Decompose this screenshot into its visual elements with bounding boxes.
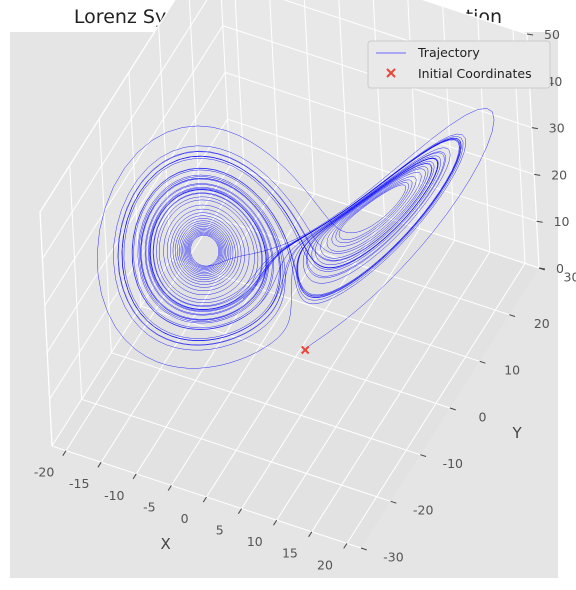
x-tick-mark bbox=[132, 473, 137, 480]
legend: Trajectory Initial Coordinates bbox=[367, 40, 551, 89]
y-tick-mark bbox=[449, 407, 456, 411]
grid-z-back bbox=[227, 118, 537, 222]
grid-y-floor bbox=[200, 212, 510, 316]
grid-y-floor bbox=[81, 398, 391, 502]
z-tick-mark bbox=[538, 267, 546, 270]
y-tick-label: -20 bbox=[413, 503, 433, 518]
x-tick-label: -15 bbox=[69, 476, 89, 491]
trajectory-series bbox=[97, 108, 495, 369]
trajectory-line bbox=[97, 108, 495, 369]
z-tick-label: 30 bbox=[549, 121, 565, 136]
z-tick-label: 20 bbox=[551, 167, 567, 182]
z-tick-label: 50 bbox=[544, 27, 560, 42]
x-tick-label: -5 bbox=[143, 499, 155, 514]
pane-edge bbox=[39, 211, 53, 447]
x-tick-mark bbox=[62, 450, 67, 456]
x-tick-mark bbox=[273, 519, 278, 526]
left-pane bbox=[40, 0, 230, 446]
axis-ticks: -20-15-10-505101520-30-20-10010203001020… bbox=[34, 27, 576, 572]
grid-x-back bbox=[338, 0, 350, 206]
x-tick-mark bbox=[343, 543, 348, 549]
z-tick-mark bbox=[526, 33, 534, 36]
z-tick-mark bbox=[536, 220, 543, 223]
grid-x-back bbox=[372, 0, 385, 218]
x-tick-mark bbox=[167, 485, 172, 491]
x-tick-mark bbox=[308, 531, 313, 538]
grid-y-left bbox=[98, 118, 112, 353]
x-tick-label: 20 bbox=[317, 557, 333, 572]
y-tick-label: 30 bbox=[564, 269, 576, 284]
grid-z-left bbox=[44, 25, 224, 306]
grid-z-left bbox=[46, 72, 226, 353]
grid-y-left bbox=[69, 165, 83, 400]
grid-y-floor bbox=[111, 352, 421, 456]
y-tick-label: 20 bbox=[534, 316, 550, 331]
initial-coordinates-series bbox=[300, 345, 310, 355]
x-tick-label: 15 bbox=[282, 546, 298, 561]
y-tick-label: -30 bbox=[383, 549, 403, 564]
legend-initial-label: Initial Coordinates bbox=[418, 66, 532, 81]
y-axis-label: Y bbox=[512, 424, 523, 442]
x-tick-label: 5 bbox=[216, 523, 224, 538]
z-tick-mark bbox=[531, 127, 538, 130]
z-tick-mark bbox=[534, 173, 541, 176]
z-tick-label: 10 bbox=[554, 214, 570, 229]
x-tick-mark bbox=[202, 496, 207, 503]
x-tick-label: -10 bbox=[104, 488, 124, 503]
legend-trajectory-label: Trajectory bbox=[417, 45, 480, 60]
grid-y-left bbox=[188, 0, 201, 213]
grid-z-back bbox=[229, 165, 540, 269]
initial-coordinates-marker bbox=[300, 345, 310, 355]
grid-z-left bbox=[49, 118, 229, 400]
pane-edge bbox=[422, 0, 528, 35]
grid-z-left bbox=[41, 0, 208, 260]
y-tick-label: -10 bbox=[443, 456, 463, 471]
x-tick-label: 0 bbox=[181, 511, 189, 526]
y-tick-mark bbox=[390, 500, 397, 504]
pane-edge bbox=[39, 0, 176, 213]
z-tick-label: 0 bbox=[556, 261, 564, 276]
y-tick-mark bbox=[509, 314, 516, 317]
x-axis-label: X bbox=[161, 535, 171, 553]
grid-y-floor bbox=[170, 258, 480, 362]
x-tick-mark bbox=[237, 508, 243, 514]
y-tick-mark bbox=[479, 360, 486, 364]
y-tick-label: 0 bbox=[479, 409, 487, 424]
x-tick-label: 10 bbox=[247, 534, 263, 549]
y-tick-label: 10 bbox=[504, 363, 520, 378]
grid-y-left bbox=[158, 25, 172, 260]
grid-y-left bbox=[220, 0, 231, 167]
grid-y-floor bbox=[140, 305, 451, 409]
grid-x-back bbox=[303, 0, 315, 194]
grid-x-back bbox=[269, 0, 280, 183]
x-tick-mark bbox=[97, 461, 102, 468]
grid-x-back bbox=[234, 0, 245, 171]
x-tick-label: -20 bbox=[34, 465, 54, 480]
legend-box bbox=[367, 40, 551, 89]
y-tick-mark bbox=[420, 454, 427, 457]
legend-initial-swatch bbox=[386, 68, 396, 78]
grid-z-back bbox=[225, 71, 535, 175]
y-tick-mark bbox=[360, 547, 367, 551]
grid-x-back bbox=[407, 0, 421, 229]
